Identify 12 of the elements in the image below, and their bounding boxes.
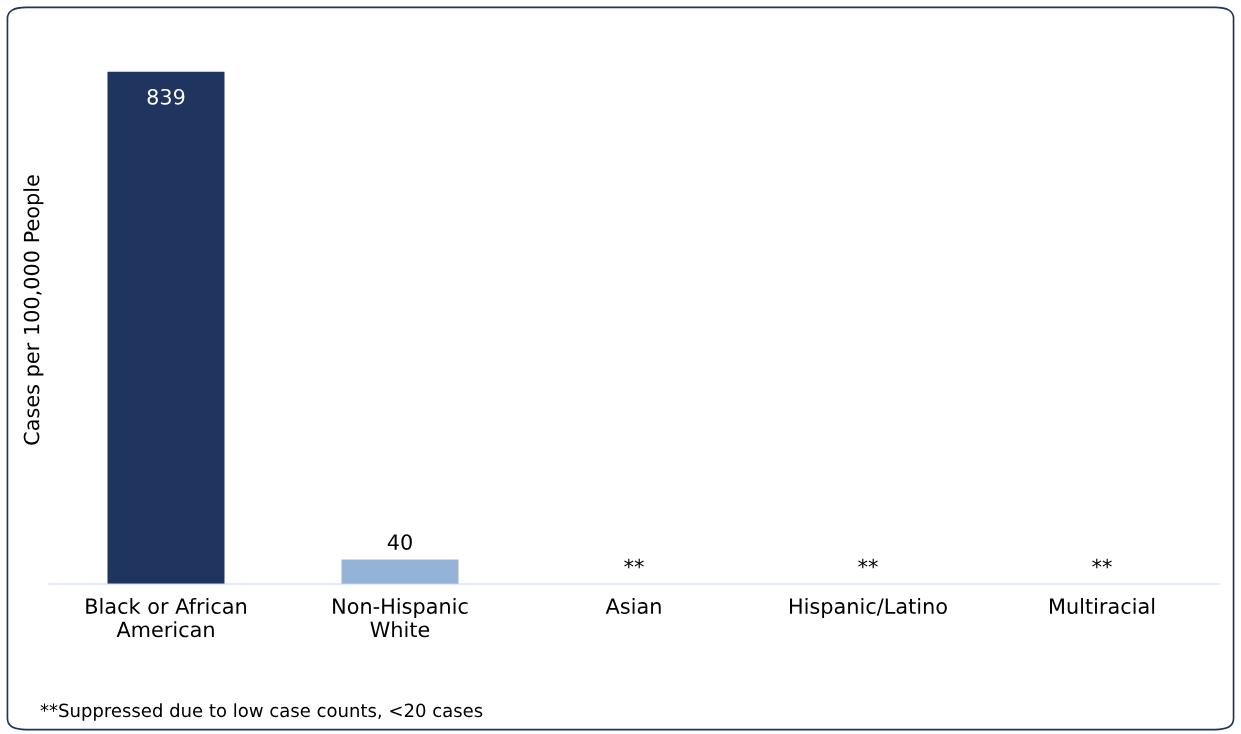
x-tick-label: Non-Hispanic White: [333, 597, 468, 638]
x-tick-label: Black or African American: [86, 597, 246, 638]
x-tick-label: Multiracial: [1050, 597, 1155, 615]
text: **: [624, 558, 644, 569]
x-tick-label: Asian: [605, 597, 661, 615]
text: **: [1092, 558, 1112, 569]
data-label: 839: [147, 88, 185, 105]
text: **Suppressed due to low case counts, <20 cases: [40, 703, 483, 721]
x-tick-label: Hispanic/Latino: [790, 597, 947, 619]
data-label: 40: [387, 534, 412, 550]
y-axis-title: Cases per 100,000 People: [23, 175, 44, 445]
text: **: [858, 558, 878, 569]
